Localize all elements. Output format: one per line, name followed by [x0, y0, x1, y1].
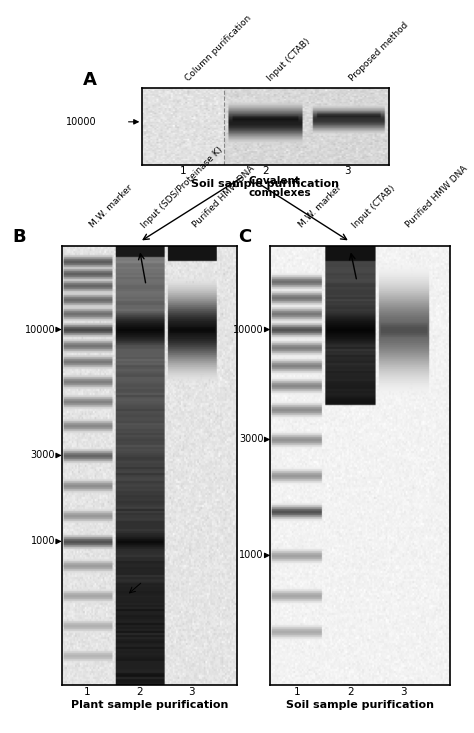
Text: 3000: 3000	[31, 451, 55, 460]
Text: Input (CTAB): Input (CTAB)	[265, 37, 312, 84]
Text: Input (SDS/Proteinase K): Input (SDS/Proteinase K)	[139, 144, 225, 229]
Text: Input (CTAB): Input (CTAB)	[350, 183, 397, 229]
Text: 3000: 3000	[239, 435, 264, 444]
Text: 10000: 10000	[25, 325, 55, 334]
X-axis label: Soil sample purification: Soil sample purification	[286, 699, 434, 710]
Text: Covalent
complexes: Covalent complexes	[249, 176, 311, 198]
Text: M.W. marker: M.W. marker	[297, 183, 343, 229]
Text: 10000: 10000	[66, 117, 97, 127]
Text: B: B	[12, 228, 26, 246]
Text: Column purification: Column purification	[183, 14, 253, 84]
X-axis label: Plant sample purification: Plant sample purification	[71, 699, 228, 710]
Text: 10000: 10000	[233, 325, 264, 334]
X-axis label: Soil sample purification: Soil sample purification	[191, 179, 339, 189]
Text: Purified HMW DNA: Purified HMW DNA	[403, 164, 469, 229]
Text: Proposed method: Proposed method	[347, 21, 410, 84]
Text: C: C	[238, 228, 251, 246]
Text: 1000: 1000	[239, 550, 264, 561]
Text: Purified HMW DNA: Purified HMW DNA	[191, 164, 257, 229]
Text: M.W. marker: M.W. marker	[88, 183, 134, 229]
Text: 1000: 1000	[31, 537, 55, 546]
Text: A: A	[83, 71, 97, 89]
